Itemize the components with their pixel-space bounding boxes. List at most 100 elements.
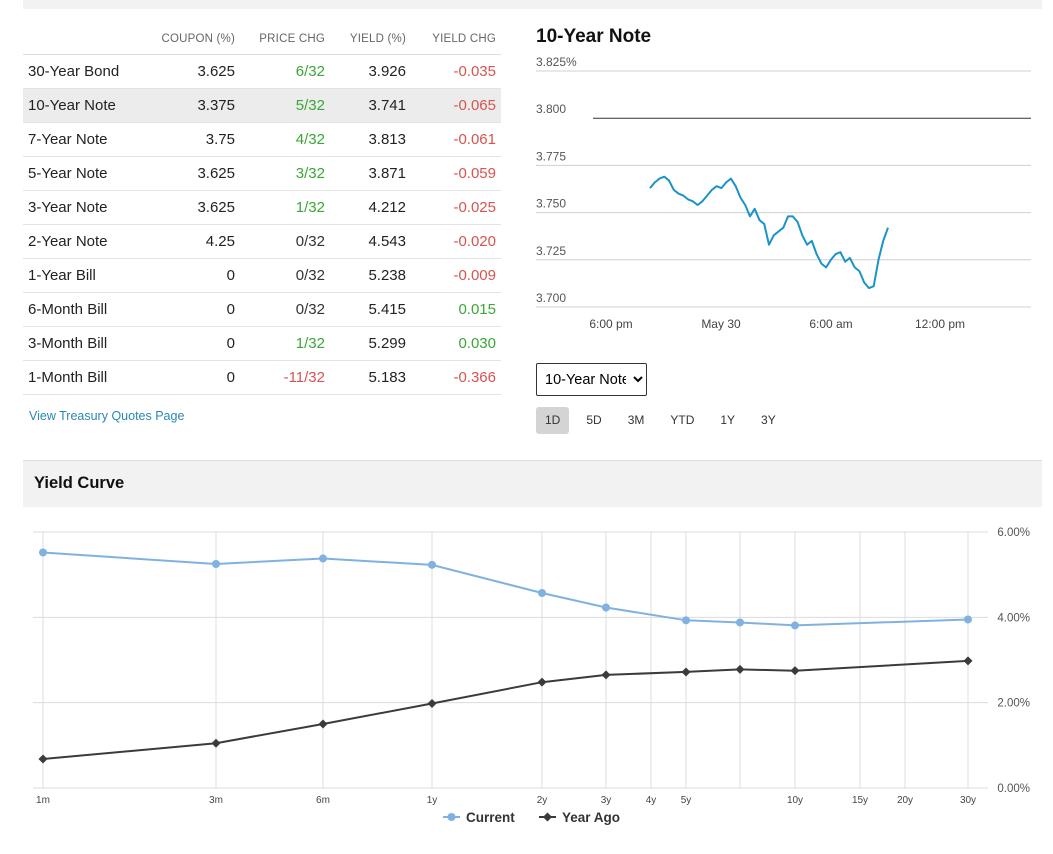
yield-chg-cell: -0.035 [453,63,496,80]
table-row[interactable]: 1-Year Bill 0 0/32 5.238 -0.009 [23,259,501,293]
yield-chg-cell: -0.059 [453,165,496,182]
table-header: COUPON (%) PRICE CHG YIELD (%) YIELD CHG [23,26,501,55]
x-tick-label: 20y [897,795,913,806]
year-ago-point [601,670,611,680]
table-row[interactable]: 2-Year Note 4.25 0/32 4.543 -0.020 [23,225,501,259]
table-row[interactable]: 7-Year Note 3.75 4/32 3.813 -0.061 [23,123,501,157]
yield-cell: 3.871 [368,165,406,182]
coupon-cell: 3.375 [197,97,235,114]
table-row[interactable]: 1-Month Bill 0 -11/32 5.183 -0.366 [23,361,501,395]
table-row[interactable]: 10-Year Note 3.375 5/32 3.741 -0.065 [23,89,501,123]
security-name: 1-Month Bill [28,369,108,386]
x-tick-label: 12:00 pm [915,317,965,331]
yield-chg-cell: -0.020 [453,233,496,250]
top-bar [23,0,1042,9]
x-tick-label: 4y [646,795,657,806]
x-tick-label: 30y [960,795,976,806]
yield-chg-cell: -0.366 [453,369,496,386]
current-point [682,616,690,625]
y-tick-label: 3.800 [536,102,566,116]
yield-cell: 4.212 [368,199,406,216]
x-tick-label: 15y [852,795,868,806]
current-point [212,560,220,568]
year-ago-point [427,699,437,709]
current-point [39,548,47,557]
price-chg-cell: 4/32 [295,131,325,148]
x-tick-label: 3y [601,795,612,806]
coupon-cell: 0 [226,301,235,318]
yield-cell: 3.926 [368,63,406,80]
current-point [964,615,972,624]
range-tab-3y[interactable]: 3Y [761,413,776,427]
table-row[interactable]: 3-Year Note 3.625 1/32 4.212 -0.025 [23,191,501,225]
y-tick-label: 4.00% [997,612,1030,624]
y-tick-label: 2.00% [997,698,1030,710]
coupon-cell: 3.625 [197,63,235,80]
range-tab-3m[interactable]: 3M [627,413,645,427]
yield-curve-title: Yield Curve [34,474,125,492]
yield-cell: 5.299 [368,335,406,352]
security-name: 30-Year Bond [28,63,120,80]
price-chg-cell: 0/32 [295,267,325,284]
security-name: 5-Year Note [28,165,108,182]
note-selector[interactable]: 10-Year Note [536,363,647,396]
table-row[interactable]: 3-Month Bill 0 1/32 5.299 0.030 [23,327,501,361]
coupon-cell: 4.25 [205,233,235,250]
table-row[interactable]: 30-Year Bond 3.625 6/32 3.926 -0.035 [23,55,501,89]
legend-year-ago-marker [543,812,552,822]
x-tick-label: 1m [36,795,50,806]
price-chg-cell: 1/32 [295,199,325,216]
x-tick-label: 10y [787,795,803,806]
legend-current-marker [447,813,456,821]
coupon-cell: 3.75 [205,131,235,148]
y-tick-label: 3.750 [536,197,566,211]
y-tick-label: 0.00% [997,783,1030,795]
y-tick-label: 3.825% [536,55,577,69]
security-name: 7-Year Note [28,131,108,148]
year-ago-point [38,754,48,764]
security-name: 3-Month Bill [28,335,108,352]
year-ago-point [735,664,745,674]
range-tabs: 1D 5D 3M YTD 1Y 3Y [536,407,793,434]
view-treasury-quotes-link[interactable]: View Treasury Quotes Page [29,409,185,423]
coupon-cell: 0 [226,369,235,386]
price-chg-cell: 1/32 [295,335,325,352]
yield-chg-cell: 0.015 [458,301,496,318]
table-row[interactable]: 6-Month Bill 0 0/32 5.415 0.015 [23,293,501,327]
current-point [428,560,436,569]
price-chg-cell: 3/32 [295,165,325,182]
coupon-cell: 0 [226,267,235,284]
legend-current-label: Current [466,810,515,825]
yield-chg-cell: -0.061 [453,131,496,148]
range-tab-5d[interactable]: 5D [586,413,602,427]
x-tick-label: 6m [316,795,330,806]
x-tick-label: 2y [537,795,548,806]
yield-cell: 3.741 [368,97,406,114]
range-tab-ytd[interactable]: YTD [670,413,695,427]
intraday-yield-line [649,175,889,290]
price-chg-cell: -11/32 [283,369,325,386]
security-name: 10-Year Note [28,97,116,114]
chart-legend: Current Year Ago [443,810,620,825]
yield-cell: 3.813 [368,131,406,148]
range-tab-1y[interactable]: 1Y [720,413,736,427]
price-chg-cell: 6/32 [295,63,325,80]
table-row[interactable]: 5-Year Note 3.625 3/32 3.871 -0.059 [23,157,501,191]
yield-cell: 5.415 [368,301,406,318]
year-ago-point [963,656,973,666]
x-tick-label: 6:00 am [809,317,852,331]
coupon-header: COUPON (%) [161,33,235,45]
range-tab-1d[interactable]: 1D [536,407,570,434]
year-ago-point [790,666,800,676]
y-tick-label: 3.775 [536,149,566,163]
y-tick-label: 6.00% [997,527,1030,539]
treasury-quotes-table: COUPON (%) PRICE CHG YIELD (%) YIELD CHG… [23,26,501,395]
x-tick-label: 5y [681,795,692,806]
security-name: 6-Month Bill [28,301,108,318]
table-body: 30-Year Bond 3.625 6/32 3.926 -0.035 10-Year … [23,55,501,395]
yield-cell: 5.183 [368,369,406,386]
year-ago-point [318,719,328,729]
coupon-cell: 3.625 [197,199,235,216]
yield-chg-cell: -0.065 [453,97,496,114]
security-name: 1-Year Bill [28,267,96,284]
